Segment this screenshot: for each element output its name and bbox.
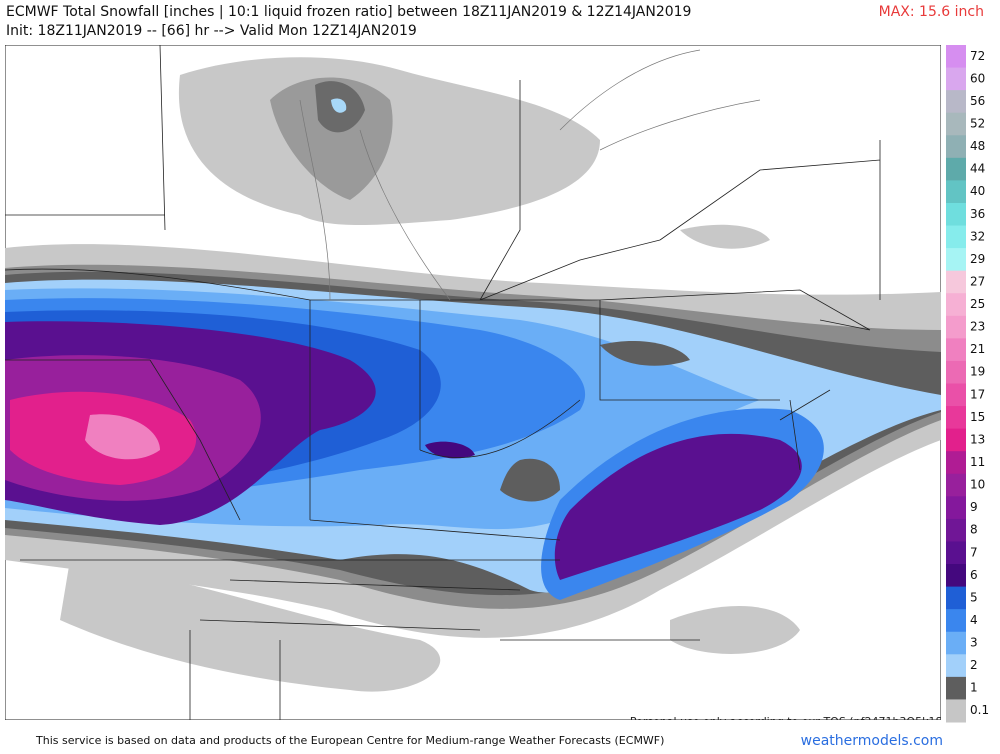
colorbar-swatch <box>946 157 966 181</box>
colorbar-swatch <box>946 564 966 588</box>
colorbar-label: 52 <box>970 116 985 130</box>
colorbar-swatch <box>946 631 966 655</box>
colorbar-label: 44 <box>970 162 985 176</box>
colorbar-label: 36 <box>970 207 985 221</box>
colorbar-label: 56 <box>970 94 985 108</box>
colorbar-label: 7 <box>970 545 978 559</box>
map: Personal use only according to our TOS (… <box>5 45 976 728</box>
colorbar-swatch <box>946 383 966 407</box>
colorbar-label: 1 <box>970 681 978 695</box>
colorbar-label: 23 <box>970 320 985 334</box>
max-label: MAX: 15.6 inch <box>879 4 984 20</box>
watermark: Personal use only according to our TOS (… <box>630 715 976 728</box>
colorbar-swatch <box>946 135 966 159</box>
colorbar-swatch <box>946 518 966 542</box>
colorbar-swatch <box>946 609 966 633</box>
colorbar-swatch <box>946 360 966 384</box>
colorbar-label: 4 <box>970 613 978 627</box>
title: ECMWF Total Snowfall [inches | 10:1 liqu… <box>6 4 691 20</box>
colorbar-swatch <box>946 699 966 723</box>
colorbar-label: 25 <box>970 297 985 311</box>
colorbar-label: 15 <box>970 410 985 424</box>
colorbar-swatch <box>946 225 966 249</box>
colorbar: 7260565248444036322927252321191715131110… <box>946 45 989 723</box>
colorbar-label: 6 <box>970 568 978 582</box>
colorbar-swatch <box>946 451 966 475</box>
colorbar-swatch <box>946 248 966 272</box>
colorbar-swatch <box>946 112 966 136</box>
colorbar-label: 21 <box>970 342 985 356</box>
colorbar-swatch <box>946 315 966 339</box>
site-link[interactable]: weathermodels.com <box>801 733 943 749</box>
colorbar-swatch <box>946 270 966 294</box>
colorbar-swatch <box>946 541 966 565</box>
colorbar-label: 19 <box>970 365 985 379</box>
colorbar-label: 27 <box>970 274 985 288</box>
colorbar-swatch <box>946 586 966 610</box>
colorbar-swatch <box>946 67 966 91</box>
colorbar-swatch <box>946 654 966 678</box>
subtitle: Init: 18Z11JAN2019 -- [66] hr --> Valid … <box>6 23 417 39</box>
colorbar-swatch <box>946 676 966 700</box>
colorbar-label: 13 <box>970 432 985 446</box>
colorbar-label: 3 <box>970 636 978 650</box>
colorbar-swatch <box>946 180 966 204</box>
colorbar-swatch <box>946 473 966 497</box>
footer-notice: This service is based on data and produc… <box>35 734 664 747</box>
colorbar-swatch <box>946 90 966 114</box>
colorbar-label: 0.1 <box>970 703 989 717</box>
colorbar-label: 9 <box>970 500 978 514</box>
colorbar-label: 32 <box>970 229 985 243</box>
colorbar-label: 48 <box>970 139 985 153</box>
colorbar-label: 8 <box>970 523 978 537</box>
colorbar-label: 29 <box>970 252 985 266</box>
colorbar-label: 17 <box>970 387 985 401</box>
colorbar-swatch <box>946 406 966 430</box>
colorbar-swatch <box>946 338 966 362</box>
colorbar-label: 72 <box>970 49 985 63</box>
colorbar-label: 60 <box>970 71 985 85</box>
colorbar-label: 2 <box>970 658 978 672</box>
colorbar-label: 5 <box>970 590 978 604</box>
colorbar-label: 40 <box>970 184 985 198</box>
colorbar-swatch <box>946 428 966 452</box>
colorbar-swatch <box>946 45 966 69</box>
colorbar-label: 10 <box>970 478 985 492</box>
colorbar-swatch <box>946 293 966 317</box>
colorbar-swatch <box>946 496 966 520</box>
colorbar-swatch <box>946 202 966 227</box>
colorbar-label: 11 <box>970 455 985 469</box>
